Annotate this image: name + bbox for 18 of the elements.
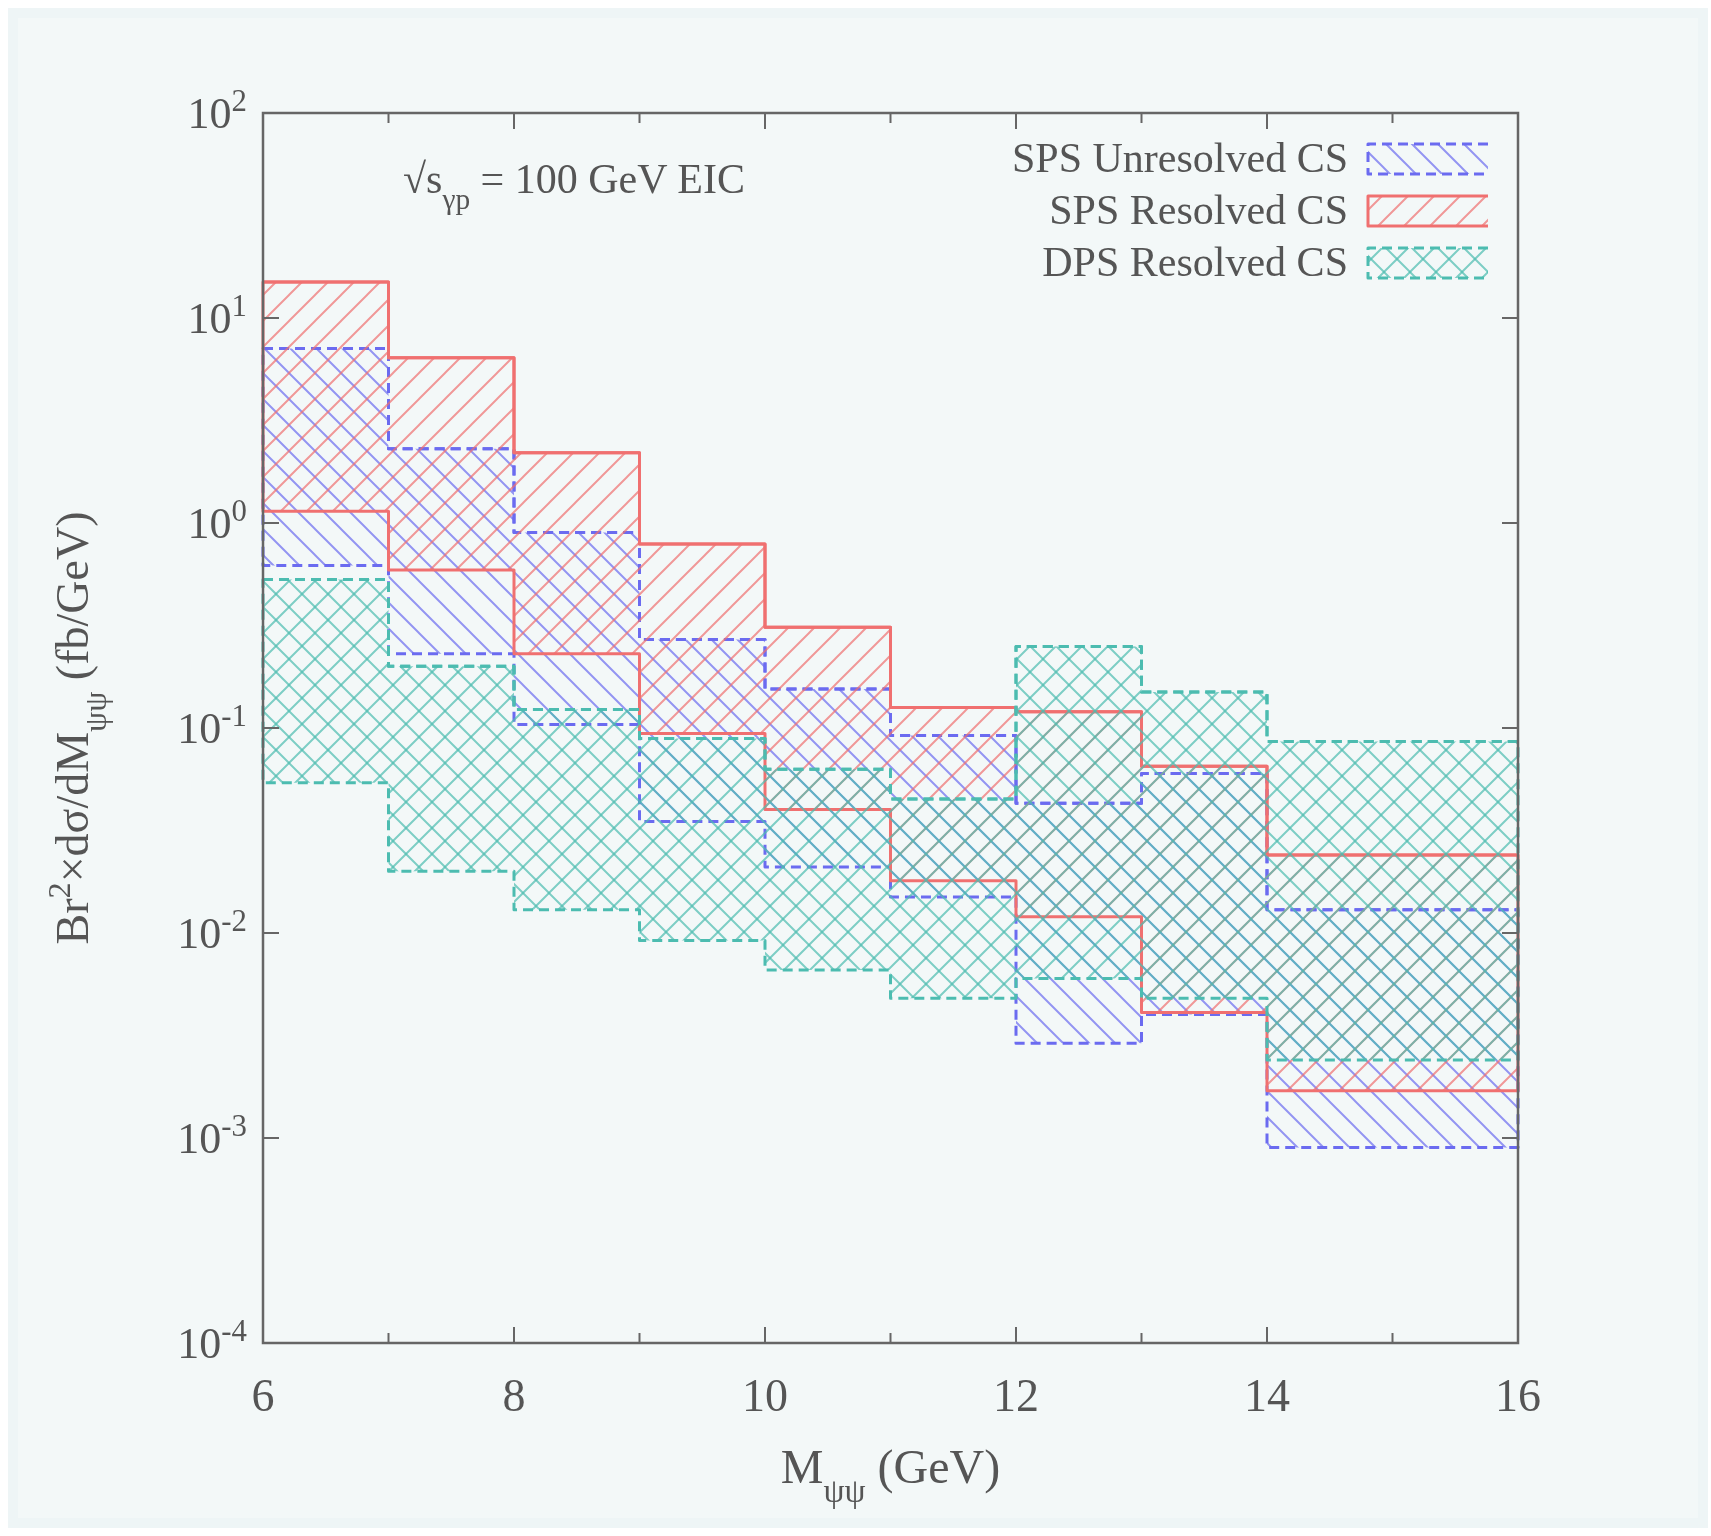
x-axis-title: M$_{ψψ}$ (GeV)	[780, 1440, 1001, 1509]
legend-label: SPS Unresolved CS	[1011, 135, 1348, 182]
annotation: √s$_{γp}$ = 100 GeV EIC	[403, 156, 745, 215]
x-tick-label: 14	[1244, 1370, 1290, 1421]
y-tick-label: 10$^{2}$	[187, 84, 247, 139]
x-tick-label: 12	[993, 1370, 1039, 1421]
y-tick-label: 10$^{0}$	[187, 494, 247, 549]
y-tick-label: 10$^{-3}$	[177, 1109, 247, 1164]
x-tick-label: 10	[742, 1370, 788, 1421]
legend-label: SPS Resolved CS	[1049, 187, 1348, 234]
legend-label: DPS Resolved CS	[1042, 239, 1348, 286]
y-tick-label: 10$^{1}$	[187, 289, 247, 344]
x-tick-label: 8	[502, 1370, 526, 1421]
y-tick-label: 10$^{-2}$	[177, 904, 247, 959]
y-tick-label: 10$^{-1}$	[177, 699, 247, 754]
x-tick-label: 6	[251, 1370, 275, 1421]
y-tick-label: 10$^{-4}$	[177, 1314, 247, 1369]
x-tick-label: 16	[1495, 1370, 1541, 1421]
